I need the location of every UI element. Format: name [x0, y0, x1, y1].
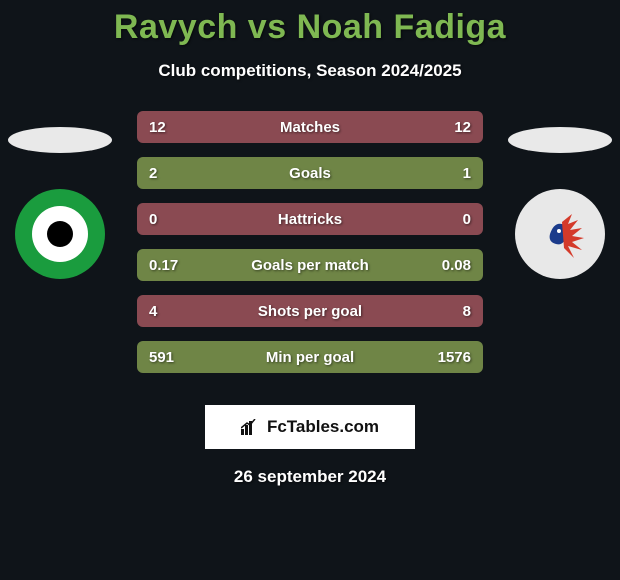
stat-left-value: 2: [149, 165, 189, 182]
player-left-silhouette: [8, 127, 112, 153]
stat-right-value: 8: [431, 303, 471, 320]
stat-row: 4 Shots per goal 8: [137, 295, 483, 327]
stat-left-value: 4: [149, 303, 189, 320]
stat-label: Hattricks: [278, 211, 342, 228]
stat-left-value: 12: [149, 119, 189, 136]
stat-left-value: 0.17: [149, 257, 189, 274]
stat-row: 2 Goals 1: [137, 157, 483, 189]
stat-left-value: 591: [149, 349, 189, 366]
stat-right-value: 1: [431, 165, 471, 182]
stat-label: Matches: [280, 119, 340, 136]
stat-right-value: 0: [431, 211, 471, 228]
subtitle: Club competitions, Season 2024/2025: [0, 61, 620, 81]
stat-label: Goals: [289, 165, 331, 182]
stat-row: 12 Matches 12: [137, 111, 483, 143]
stat-right-value: 0.08: [431, 257, 471, 274]
stat-label: Min per goal: [266, 349, 354, 366]
stat-row: 591 Min per goal 1576: [137, 341, 483, 373]
date-text: 26 september 2024: [0, 467, 620, 487]
stat-bars-container: 12 Matches 12 2 Goals 1 0 Hattricks 0 0.17 Goals p…: [137, 109, 483, 373]
footer-badge: FcTables.com: [205, 405, 415, 449]
stat-row: 0.17 Goals per match 0.08: [137, 249, 483, 281]
stat-right-value: 12: [431, 119, 471, 136]
chief-icon: [532, 206, 588, 262]
fctables-logo-icon: [241, 419, 261, 435]
comparison-panel: 12 Matches 12 2 Goals 1 0 Hattricks 0 0.17 Goals p…: [0, 109, 620, 389]
player-left-column: [0, 109, 120, 279]
player-right-column: [500, 109, 620, 279]
footer-text: FcTables.com: [267, 417, 379, 437]
stat-right-value: 1576: [431, 349, 471, 366]
club-logo-right: [515, 189, 605, 279]
club-logo-left: [15, 189, 105, 279]
player-right-silhouette: [508, 127, 612, 153]
stat-label: Goals per match: [251, 257, 369, 274]
page-title: Ravych vs Noah Fadiga: [0, 0, 620, 47]
stat-label: Shots per goal: [258, 303, 362, 320]
stat-left-value: 0: [149, 211, 189, 228]
stat-row: 0 Hattricks 0: [137, 203, 483, 235]
